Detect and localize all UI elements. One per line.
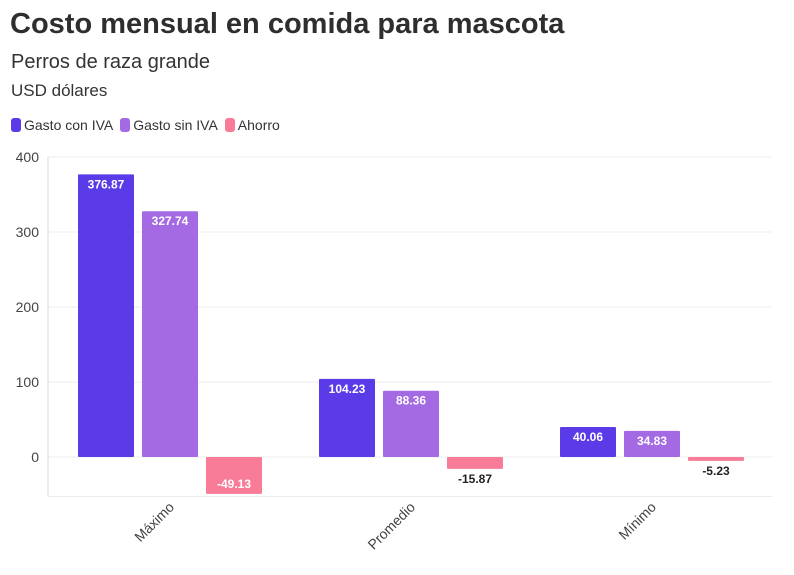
- legend-swatch: [224, 118, 235, 132]
- data-label: 376.87: [88, 177, 125, 191]
- bar[interactable]: [447, 457, 503, 469]
- y-tick-label: 200: [16, 299, 40, 315]
- data-label: 40.06: [573, 430, 603, 444]
- legend-label: Gasto sin IVA: [133, 117, 218, 133]
- chart-legend: Gasto con IVA Gasto sin IVA Ahorro: [11, 117, 287, 133]
- x-tick-label: Mínimo: [615, 499, 659, 543]
- bar[interactable]: [319, 378, 375, 457]
- y-tick-label: 0: [31, 449, 39, 465]
- data-label: -5.23: [702, 464, 730, 478]
- bar[interactable]: [688, 457, 744, 461]
- legend-swatch: [120, 118, 131, 132]
- x-tick-label: Promedio: [364, 499, 418, 553]
- y-tick-label: 100: [16, 374, 40, 390]
- chart-title: Costo mensual en comida para mascota: [10, 8, 565, 40]
- legend-label: Ahorro: [237, 117, 280, 133]
- x-tick-label: Máximo: [131, 499, 177, 545]
- data-label: -15.87: [458, 472, 492, 486]
- legend-swatch: [11, 118, 21, 132]
- legend-item-ahorro[interactable]: Ahorro: [224, 117, 280, 133]
- data-label: 88.36: [396, 394, 426, 408]
- data-label: 34.83: [637, 434, 667, 448]
- bar[interactable]: [383, 390, 439, 457]
- chart-subtitle: Perros de raza grande: [11, 51, 211, 73]
- y-tick-label: 300: [16, 224, 40, 240]
- data-label: 327.74: [152, 214, 189, 228]
- bar[interactable]: [206, 457, 262, 494]
- chart-units: USD dólares: [11, 81, 108, 100]
- data-label: 104.23: [329, 382, 366, 396]
- data-label: -49.13: [217, 477, 251, 491]
- bar[interactable]: [624, 430, 680, 457]
- legend-item-gasto-sin-iva[interactable]: Gasto sin IVA: [120, 117, 218, 133]
- legend-item-gasto-con-iva[interactable]: Gasto con IVA: [11, 117, 113, 133]
- bar[interactable]: [78, 174, 134, 457]
- bar[interactable]: [142, 211, 198, 457]
- legend-label: Gasto con IVA: [24, 117, 114, 133]
- bar[interactable]: [560, 426, 616, 457]
- y-tick-label: 400: [16, 149, 40, 165]
